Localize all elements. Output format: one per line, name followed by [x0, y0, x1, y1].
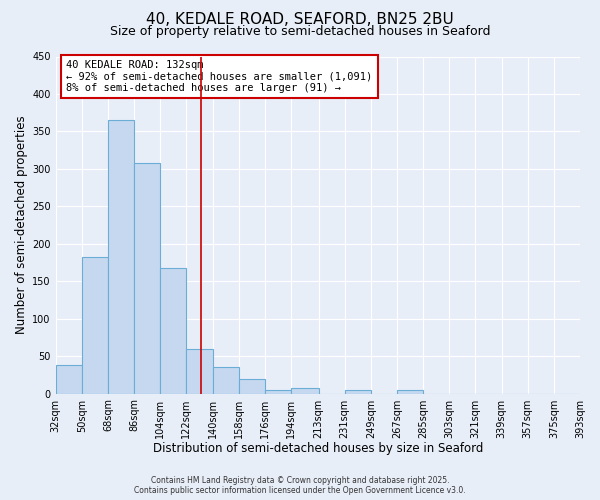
Text: 40 KEDALE ROAD: 132sqm
← 92% of semi-detached houses are smaller (1,091)
8% of s: 40 KEDALE ROAD: 132sqm ← 92% of semi-det…: [66, 60, 373, 93]
X-axis label: Distribution of semi-detached houses by size in Seaford: Distribution of semi-detached houses by …: [152, 442, 483, 455]
Text: Contains HM Land Registry data © Crown copyright and database right 2025.
Contai: Contains HM Land Registry data © Crown c…: [134, 476, 466, 495]
Bar: [187, 348, 212, 394]
Bar: [134, 163, 160, 394]
Bar: [212, 368, 239, 394]
Bar: [56, 365, 82, 394]
Bar: [82, 256, 108, 394]
Text: 40, KEDALE ROAD, SEAFORD, BN25 2BU: 40, KEDALE ROAD, SEAFORD, BN25 2BU: [146, 12, 454, 28]
Text: Size of property relative to semi-detached houses in Seaford: Size of property relative to semi-detach…: [110, 25, 490, 38]
Y-axis label: Number of semi-detached properties: Number of semi-detached properties: [15, 116, 28, 334]
Bar: [265, 390, 291, 394]
Bar: [291, 388, 319, 394]
Bar: [397, 390, 423, 394]
Bar: [160, 268, 187, 394]
Bar: [108, 120, 134, 394]
Bar: [344, 390, 371, 394]
Bar: [239, 378, 265, 394]
